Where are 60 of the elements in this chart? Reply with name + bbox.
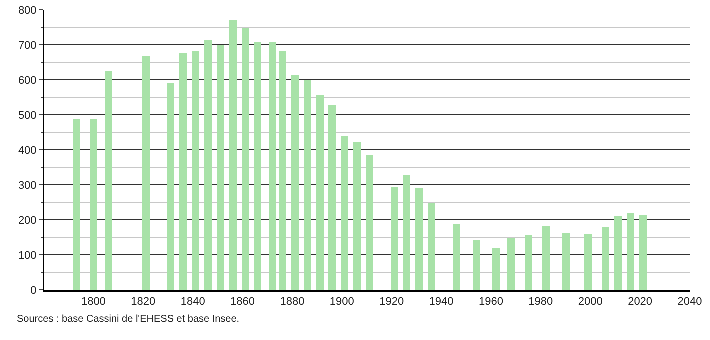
bar [328,105,336,290]
bar [105,71,112,290]
x-tick-label: 1980 [528,296,554,308]
x-tick-label: 1940 [429,296,454,308]
bar [142,56,150,290]
bar [304,80,311,290]
bar [428,203,435,290]
x-tick-label: 1880 [280,296,305,308]
x-tick-label: 1820 [131,296,156,308]
y-tick-label: 100 [18,250,37,262]
bar [269,42,276,290]
bar [602,227,609,290]
bar [90,119,97,290]
x-tick-label: 1920 [380,296,404,308]
bar [254,42,261,290]
bar [627,213,634,290]
x-tick-label: 2000 [578,296,603,308]
x-tick-label: 2040 [678,296,702,308]
x-tick-label: 1860 [230,296,256,308]
bar [492,248,500,290]
y-tick-label: 800 [18,4,37,17]
bar [525,235,532,290]
x-tick-label: 1840 [180,296,206,308]
bar [291,75,299,290]
source-note: Sources : base Cassini de l'EHESS et base Insee. [17,314,240,325]
bar [316,95,324,290]
bar [403,175,410,290]
bar [507,238,515,290]
bar [204,40,212,290]
x-tick-label: 1900 [330,296,354,308]
bar [167,83,174,290]
y-tick-label: 700 [18,40,37,52]
bar [453,224,460,290]
bar [279,51,286,290]
bar [366,155,373,290]
bar [353,142,361,290]
bar [542,226,550,290]
x-tick-label: 2020 [628,296,653,308]
bar [229,20,237,290]
x-tick-label: 1960 [478,296,504,308]
bar [391,187,398,290]
x-tick-label: 1800 [81,296,106,308]
bar [217,45,224,290]
bar [179,53,187,290]
bar [473,240,480,290]
bar [242,28,249,290]
y-tick-label: 600 [18,74,37,87]
bar [639,215,647,290]
bar [415,188,423,290]
y-tick-label: 500 [18,110,37,122]
bar [614,216,622,290]
y-tick-label: 0 [30,284,37,297]
bar [192,51,199,290]
bar [562,233,570,290]
y-tick-label: 300 [18,180,37,192]
y-tick-label: 400 [18,144,37,157]
bar [584,234,592,290]
y-tick-label: 200 [18,214,37,227]
bar [73,119,80,290]
bar [341,136,348,290]
